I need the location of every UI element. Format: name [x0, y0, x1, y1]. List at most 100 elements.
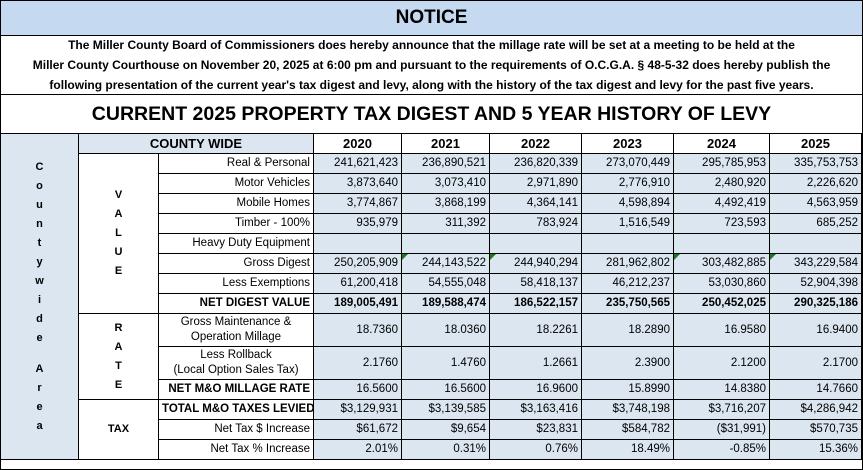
tax-cell: $3,163,416 [489, 399, 582, 420]
value-cell: 3,873,640 [313, 173, 402, 194]
row-label: Mobile Homes [158, 193, 314, 214]
row-label-text: Less Rollback (Local Option Sales Tax) [162, 348, 310, 378]
value-cell: 2,480,920 [673, 173, 770, 194]
row-label: Net Tax $ Increase [158, 419, 314, 440]
value-cell: 335,753,753 [769, 153, 862, 174]
year-header: 2022 [489, 133, 582, 154]
rate-row: NET M&O MILLAGE RATE 16.5600 16.5600 16.960… [1, 379, 862, 400]
value-cell: 244,143,522 [401, 253, 490, 274]
value-cell: 783,924 [489, 213, 582, 234]
rate-cell: 16.9580 [673, 313, 770, 347]
rate-cell: 18.7360 [313, 313, 402, 347]
rate-cell: 15.8990 [581, 379, 674, 400]
value-cell: 236,890,521 [401, 153, 490, 174]
value-cell: 281,962,802 [581, 253, 674, 274]
rate-cell: 1.2661 [489, 346, 582, 380]
value-cell: 723,593 [673, 213, 770, 234]
value-cell [401, 233, 490, 254]
rate-cell: 14.8380 [673, 379, 770, 400]
row-label: Real & Personal [158, 153, 314, 174]
rate-cell: 18.2890 [581, 313, 674, 347]
value-cell: 2,226,620 [769, 173, 862, 194]
value-cell: 295,785,953 [673, 153, 770, 174]
rate-cell: 18.2261 [489, 313, 582, 347]
tax-cell: $61,672 [313, 419, 402, 440]
notice-body: The Miller County Board of Commissioners… [1, 35, 862, 95]
tax-cell: $3,129,931 [313, 399, 402, 420]
value-cell: 186,522,157 [489, 293, 582, 314]
county-wide-header: COUNTY WIDE [78, 133, 314, 154]
value-row: Heavy Duty Equipment [1, 233, 862, 254]
row-label: Gross Digest [158, 253, 314, 274]
value-cell: 1,516,549 [581, 213, 674, 234]
tax-cell: $3,748,198 [581, 399, 674, 420]
value-cell: 303,482,885 [673, 253, 770, 274]
value-cell: 4,492,419 [673, 193, 770, 214]
value-cell: 250,205,909 [313, 253, 402, 274]
value-cell: 54,555,048 [401, 273, 490, 294]
value-cell: 685,252 [769, 213, 862, 234]
value-cell: 311,392 [401, 213, 490, 234]
value-cell: 3,073,410 [401, 173, 490, 194]
row-label: TOTAL M&O TAXES LEVIED [158, 399, 314, 420]
value-cell: 273,070,449 [581, 153, 674, 174]
value-cell: 58,418,137 [489, 273, 582, 294]
value-cell [489, 233, 582, 254]
value-row: Gross Digest 250,205,909 244,143,522 244,94… [1, 253, 862, 274]
tax-cell: -0.85% [673, 439, 770, 460]
tax-cell: $570,735 [769, 419, 862, 440]
year-header: 2020 [313, 133, 402, 154]
value-cell: 935,979 [313, 213, 402, 234]
tax-cell: $3,716,207 [673, 399, 770, 420]
tax-cell: ($31,991) [673, 419, 770, 440]
value-cell: 4,364,141 [489, 193, 582, 214]
tax-row: Net Tax $ Increase $61,672 $9,654 $23,831 $5… [1, 419, 862, 440]
rate-cell: 2.1760 [313, 346, 402, 380]
value-cell: 52,904,398 [769, 273, 862, 294]
value-row: Motor Vehicles 3,873,640 3,073,410 2,971,89… [1, 173, 862, 194]
tax-cell: 18.49% [581, 439, 674, 460]
value-cell: 250,452,025 [673, 293, 770, 314]
row-label: Motor Vehicles [158, 173, 314, 194]
tax-cell: 0.76% [489, 439, 582, 460]
tax-row: TAX TOTAL M&O TAXES LEVIED $3,129,931 $3,13… [1, 399, 862, 460]
value-cell: 3,774,867 [313, 193, 402, 214]
year-header: 2023 [581, 133, 674, 154]
tax-cell: $9,654 [401, 419, 490, 440]
value-cell: 61,200,418 [313, 273, 402, 294]
rate-row: Less Rollback (Local Option Sales Tax) 2.1… [1, 346, 862, 380]
value-row: Less Exemptions 61,200,418 54,555,048 58,41… [1, 273, 862, 294]
row-label: Less Rollback (Local Option Sales Tax) [158, 346, 314, 380]
rate-cell: 14.7660 [769, 379, 862, 400]
year-header: 2021 [401, 133, 490, 154]
row-label-line: Operation Millage [190, 331, 282, 343]
value-cell: 46,212,237 [581, 273, 674, 294]
tax-cell: $584,782 [581, 419, 674, 440]
tax-cell: 15.36% [769, 439, 862, 460]
tax-group-label: TAX [78, 399, 159, 460]
year-header: 2025 [769, 133, 862, 154]
notice-line-2: Miller County Courthouse on November 20,… [32, 58, 831, 72]
tax-cell: 2.01% [313, 439, 402, 460]
rate-cell: 2.1700 [769, 346, 862, 380]
value-cell: 236,820,339 [489, 153, 582, 174]
rate-cell: 16.5600 [401, 379, 490, 400]
row-label: Gross Maintenance & Operation Millage [158, 313, 314, 347]
value-cell: 290,325,186 [769, 293, 862, 314]
tax-cell: $3,139,585 [401, 399, 490, 420]
tax-cell: $23,831 [489, 419, 582, 440]
value-cell [581, 233, 674, 254]
rate-cell: 2.3900 [581, 346, 674, 380]
value-row: V A L U E Real & Personal 241,621,423 236,890,5… [1, 153, 862, 314]
row-label: NET DIGEST VALUE [158, 293, 314, 314]
rate-cell: 1.4760 [401, 346, 490, 380]
row-label-line: Gross Maintenance & [180, 316, 292, 328]
notice-title: NOTICE [1, 1, 862, 36]
